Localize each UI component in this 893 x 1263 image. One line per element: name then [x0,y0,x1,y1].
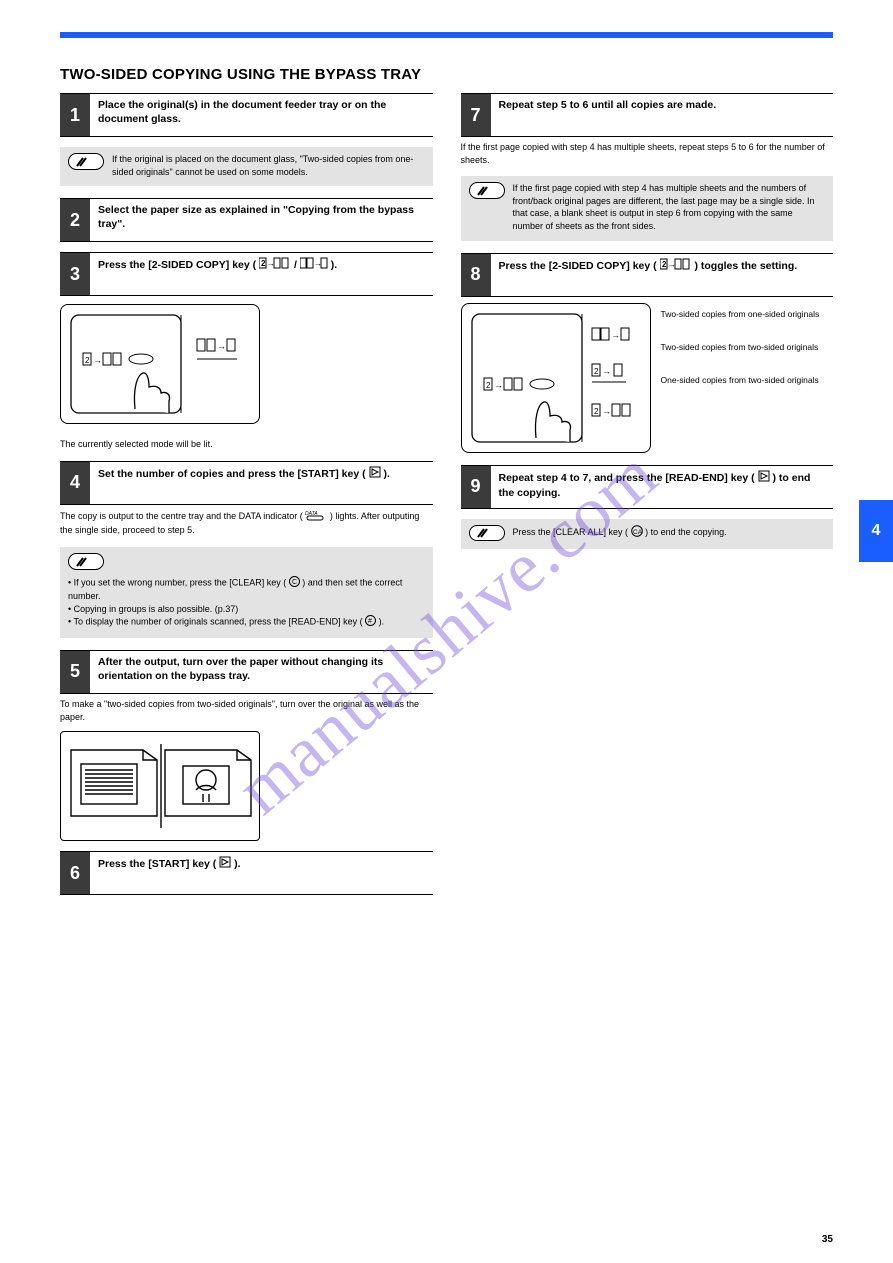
figure-paper-flip [60,731,260,841]
step-title: Press the [START] key ( ). [90,852,433,876]
duplex-mode-icon: → [300,257,328,273]
step-title: Repeat step 4 to 7, and press the [READ-… [491,466,834,504]
step-9: 9 Repeat step 4 to 7, and press the [REA… [461,465,834,509]
step-body: If the first page copied with step 4 has… [461,137,834,166]
note-icon [469,182,505,199]
step-4: 4 Set the number of copies and press the… [60,461,433,537]
step-title: Set the number of copies and press the [… [90,462,433,486]
step-title: Repeat step 5 to 6 until all copies are … [491,94,834,116]
two-sided-copy-icon: 2→ [660,258,692,274]
note-box: If the first page copied with step 4 has… [461,176,834,240]
step-number: 4 [60,462,90,504]
step-title: After the output, turn over the paper wi… [90,651,433,687]
step-title: Press the [2-SIDED COPY] key ( 2→ ) togg… [491,254,834,278]
mode-option: Two-sided copies from two-sided original… [661,342,820,353]
svg-text:→: → [217,341,226,351]
page-title: TWO-SIDED COPYING USING THE BYPASS TRAY [60,66,833,83]
svg-text:→: → [602,366,611,376]
note-icon [469,525,505,542]
right-column: 7 Repeat step 5 to 6 until all copies ar… [461,93,834,905]
step-number: 9 [461,466,491,508]
left-column: 1 Place the original(s) in the document … [60,93,433,905]
step-6: 6 Press the [START] key ( ). [60,851,433,895]
svg-text:→: → [611,330,620,340]
start-key-icon [369,466,381,482]
svg-text:→: → [602,406,611,416]
note-box: • If you set the wrong number, press the… [60,547,433,638]
read-end-key-icon: # [365,615,376,630]
note-box: If the original is placed on the documen… [60,147,433,186]
figure-panel-modes: 2 → → 2 [461,303,651,453]
step-number: 5 [60,651,90,693]
svg-text:CA: CA [633,529,643,536]
step-number: 8 [461,254,491,296]
step-title: Place the original(s) in the document fe… [90,94,433,130]
svg-text:2: 2 [594,407,599,416]
step-number: 1 [60,94,90,136]
two-sided-copy-icon: 2→ [259,257,291,273]
step-5: 5 After the output, turn over the paper … [60,650,433,841]
svg-text:2: 2 [85,356,90,365]
data-indicator-icon: DATA [305,509,327,525]
svg-text:C: C [292,579,297,586]
section-tab: 4 [859,500,893,562]
note-text: If the first page copied with step 4 has… [513,182,826,232]
step-number: 3 [60,253,90,295]
clear-key-icon: C [289,576,300,591]
note-icon [68,553,104,570]
svg-text:2: 2 [486,381,491,390]
note-text: If the original is placed on the documen… [112,153,425,178]
clear-all-key-icon: CA [631,525,643,541]
start-key-icon [758,470,770,486]
start-key-icon [219,856,231,872]
svg-text:→: → [93,355,102,365]
note-icon [68,153,104,170]
note-box: Press the [CLEAR ALL] key ( CA ) to end … [461,519,834,550]
step-body: The currently selected mode will be lit. [60,434,433,451]
step-title: Select the paper size as explained in "C… [90,199,433,235]
step-number: 7 [461,94,491,136]
step-8: 8 Press the [2-SIDED COPY] key ( 2→ ) to… [461,253,834,453]
step-2: 2 Select the paper size as explained in … [60,198,433,242]
step-1: 1 Place the original(s) in the document … [60,93,433,137]
mode-option: Two-sided copies from one-sided original… [661,309,820,320]
step-body: The copy is output to the centre tray an… [60,505,433,537]
step-7: 7 Repeat step 5 to 6 until all copies ar… [461,93,834,166]
header-rule [60,32,833,38]
step-body: To make a "two-sided copies from two-sid… [60,694,433,723]
page-number: 35 [822,1234,833,1245]
svg-text:2: 2 [261,259,266,268]
step-number: 2 [60,199,90,241]
svg-text:2: 2 [594,367,599,376]
mode-option: One-sided copies from two-sided original… [661,375,820,386]
svg-text:2: 2 [662,260,667,269]
step-title: Press the [2-SIDED COPY] key ( 2→ / → ). [90,253,433,277]
svg-text:#: # [368,618,372,625]
step-3: 3 Press the [2-SIDED COPY] key ( 2→ / → … [60,252,433,451]
step-number: 6 [60,852,90,894]
svg-text:→: → [494,380,503,390]
figure-panel-press: 2 → → [60,304,260,424]
